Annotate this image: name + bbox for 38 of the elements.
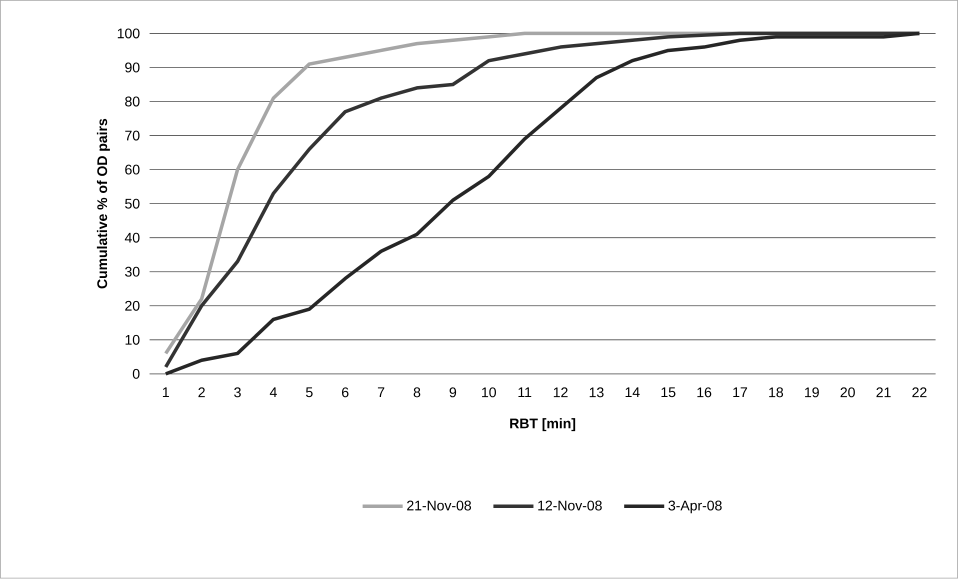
x-tick-label: 22 [912, 388, 927, 398]
x-tick-label: 2 [198, 388, 205, 398]
y-tick-label: 30 [125, 267, 140, 277]
x-tick-label: 14 [626, 388, 640, 398]
x-tick-label: 1 [162, 388, 169, 398]
y-axis-title: Cumulative % of OD pairs [96, 119, 110, 289]
x-tick-label: 7 [378, 388, 384, 398]
x-tick-label: 17 [733, 388, 748, 398]
x-axis-title: RBT [min] [510, 418, 576, 432]
y-tick-label: 90 [125, 62, 140, 73]
x-tick-label: 11 [518, 388, 532, 398]
y-tick-label: 40 [124, 232, 140, 243]
y-tick-label: 50 [125, 198, 140, 209]
y-tick-label: 20 [125, 301, 140, 311]
x-tick-label: 12 [554, 388, 568, 398]
legend-label: 3-Apr-08 [668, 500, 722, 514]
x-tick-label: 9 [450, 388, 456, 398]
legend-label: 21-Nov-08 [407, 500, 472, 511]
x-tick-label: 4 [270, 388, 277, 398]
y-tick-label: 80 [125, 96, 140, 107]
x-tick-label: 15 [662, 388, 676, 398]
x-tick-label: 19 [805, 388, 819, 398]
x-tick-label: 8 [414, 388, 420, 398]
y-tick-label: 70 [125, 130, 140, 141]
x-tick-label: 5 [306, 388, 313, 398]
y-tick-label: 60 [125, 164, 140, 175]
legend-label: 12-Nov-08 [538, 500, 602, 511]
x-tick-label: 13 [590, 388, 604, 398]
x-tick-label: 18 [769, 388, 784, 398]
y-tick-label: 10 [126, 335, 140, 345]
x-tick-label: 21 [876, 388, 891, 398]
x-tick-label: 3 [234, 388, 241, 398]
y-tick-label: 0 [132, 369, 140, 380]
y-tick-label: 100 [118, 28, 140, 39]
x-tick-label: 10 [482, 388, 496, 398]
x-tick-label: 20 [840, 388, 855, 398]
x-tick-label: 16 [697, 388, 712, 398]
x-tick-label: 6 [342, 388, 348, 398]
